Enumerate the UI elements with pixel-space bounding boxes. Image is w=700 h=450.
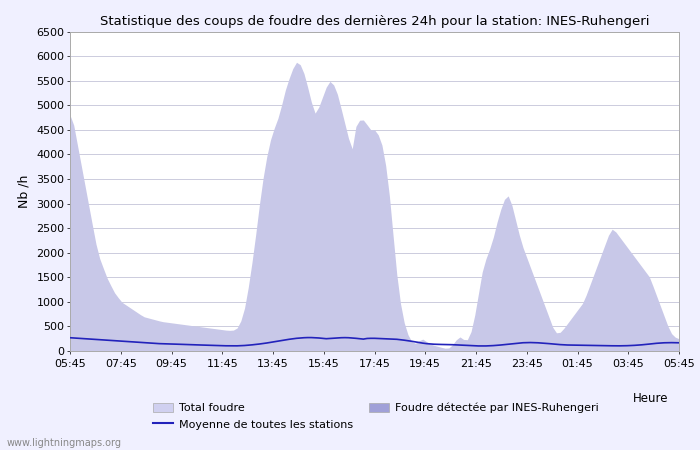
Y-axis label: Nb /h: Nb /h (18, 175, 31, 208)
Text: www.lightningmaps.org: www.lightningmaps.org (7, 438, 122, 448)
Title: Statistique des coups de foudre des dernières 24h pour la station: INES-Ruhenger: Statistique des coups de foudre des dern… (99, 14, 650, 27)
Text: Heure: Heure (633, 392, 668, 405)
Legend: Total foudre, Moyenne de toutes les stations, Foudre détectée par INES-Ruhengeri: Total foudre, Moyenne de toutes les stat… (148, 398, 603, 434)
